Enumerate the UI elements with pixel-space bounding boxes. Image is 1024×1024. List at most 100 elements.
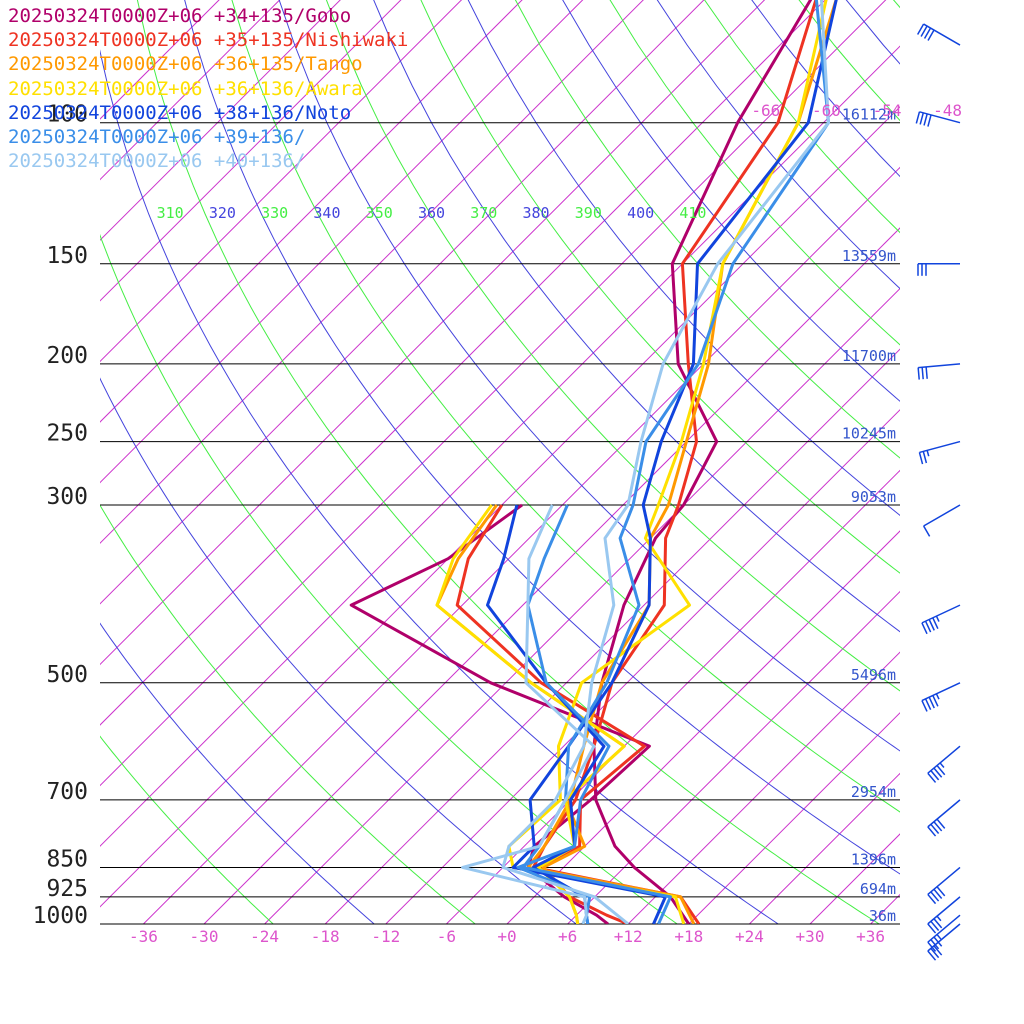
wind-barb-flag — [916, 23, 925, 35]
x-tick-label: +36 — [856, 927, 885, 946]
legend-entry: 20250324T0000Z+06 +36+135/Tango — [8, 53, 363, 76]
wind-barb-flag — [933, 945, 943, 956]
theta-label: 380 — [523, 204, 550, 222]
wind-barb-flag — [921, 700, 928, 712]
isotherm-line — [446, 469, 900, 924]
x-tick-label: -24 — [250, 927, 279, 946]
dewpoint-profile — [461, 504, 596, 924]
x-tick-label: -18 — [311, 927, 340, 946]
wind-barb-flag — [933, 888, 943, 899]
pressure-label: 1000 — [33, 903, 88, 929]
wind-barb-flag — [921, 367, 924, 380]
pressure-label: 700 — [46, 779, 88, 805]
dry-adiabat-line — [703, 0, 900, 234]
wind-barb-flag — [923, 27, 932, 39]
dry-adiabat-line — [920, 0, 1024, 924]
upper-isotherm-label: -48 — [933, 101, 962, 120]
height-label: 10245m — [842, 425, 896, 443]
isotherm-line — [506, 530, 900, 924]
wind-barb-flag — [922, 451, 928, 464]
wind-barb-flag — [927, 923, 937, 934]
wind-barb-flag — [930, 823, 940, 834]
wind-barb-flag — [925, 366, 928, 379]
height-label: 5496m — [851, 666, 896, 684]
dry-adiabat-line — [880, 0, 1024, 924]
wind-barb-half-flag — [936, 933, 942, 940]
sounding-series — [349, 0, 838, 924]
wind-barb-staff — [927, 799, 961, 828]
wind-barb-staff — [927, 866, 961, 896]
height-label: 16112m — [842, 106, 896, 124]
wind-barb-flag — [919, 112, 925, 125]
pressure-label: 250 — [46, 421, 88, 447]
dry-adiabat-line — [100, 377, 577, 924]
dry-adiabat-line — [467, 0, 900, 516]
dewpoint-profile — [349, 503, 651, 924]
height-label: 11700m — [842, 347, 896, 365]
wind-barb-staff — [927, 914, 961, 943]
pressure-label: 150 — [46, 243, 88, 269]
wind-barb — [917, 363, 961, 380]
isotherm-line — [627, 651, 900, 924]
temperature-profile — [531, 0, 818, 924]
wind-barb-flag — [927, 772, 937, 783]
wind-barb-staff — [923, 23, 961, 46]
dry-adiabat-line — [960, 0, 1024, 924]
wind-barb-flag — [932, 695, 939, 707]
wind-barb-flag — [930, 920, 940, 931]
wind-barb — [927, 799, 961, 837]
wind-barb — [927, 896, 961, 934]
wind-barb-flag — [936, 765, 946, 776]
pressure-label: 850 — [46, 846, 88, 872]
height-label: 36m — [869, 907, 896, 925]
temperature-profile — [521, 0, 830, 924]
wind-barb-half-flag — [939, 762, 945, 769]
wind-barb-flag — [927, 893, 937, 905]
theta-label: 400 — [627, 204, 654, 222]
theta-label: 330 — [261, 204, 288, 222]
wind-barb-flag — [930, 891, 940, 902]
isotherm-line — [567, 590, 900, 924]
theta-label: 310 — [157, 204, 184, 222]
wind-barb-flag — [928, 696, 935, 709]
x-tick-label: +0 — [497, 927, 516, 946]
theta-label: 370 — [470, 204, 497, 222]
wind-barb-staff — [919, 440, 961, 454]
theta-label: 350 — [366, 204, 393, 222]
x-tick-label: +18 — [674, 927, 703, 946]
wind-barb-flag — [917, 367, 920, 380]
legend-entry: 20250324T0000Z+06 +34+135/Gobo — [8, 5, 352, 27]
wind-barb — [915, 111, 961, 127]
wind-barb-flag — [930, 947, 940, 959]
wind-barb-flag — [927, 950, 937, 961]
wind-barb-flag — [920, 25, 928, 37]
wind-barb-half-flag — [926, 450, 930, 457]
x-tick-label: +30 — [796, 927, 825, 946]
theta-label: 340 — [313, 204, 340, 222]
wind-barb — [927, 866, 961, 905]
pressure-label: 200 — [46, 343, 88, 369]
legend-entry: 20250324T0000Z+06 +36+136/Awara — [8, 77, 363, 100]
upper-isotherm-label: -54 — [873, 101, 902, 120]
wind-barb — [921, 604, 961, 635]
height-label: 694m — [860, 880, 896, 898]
wind-barb — [917, 263, 960, 276]
x-tick-label: -30 — [190, 927, 219, 946]
wind-barb-flag — [933, 821, 943, 832]
dry-adiabat-line — [751, 0, 900, 178]
pressure-label: 925 — [46, 876, 88, 902]
theta-label: 390 — [575, 204, 602, 222]
wind-barb — [927, 745, 961, 783]
isobar-grid — [100, 122, 900, 925]
theta-label: 360 — [418, 204, 445, 222]
wind-barb-flag — [922, 525, 931, 537]
legend-entry: 20250324T0000Z+06 +38+136/Noto — [8, 101, 352, 124]
legend-entry: 20250324T0000Z+06 +40+136/ — [8, 150, 306, 173]
dewpoint-profile — [516, 504, 611, 924]
axis-labels: 100 16112m 150 13559m 200 11700m 250 10245m 300 9… — [33, 101, 962, 946]
height-label: 13559m — [842, 247, 896, 265]
wind-barb-flag — [921, 622, 928, 635]
legend-entry: 20250324T0000Z+06 +39+136/ — [8, 126, 306, 149]
temperature-profile — [507, 0, 828, 924]
